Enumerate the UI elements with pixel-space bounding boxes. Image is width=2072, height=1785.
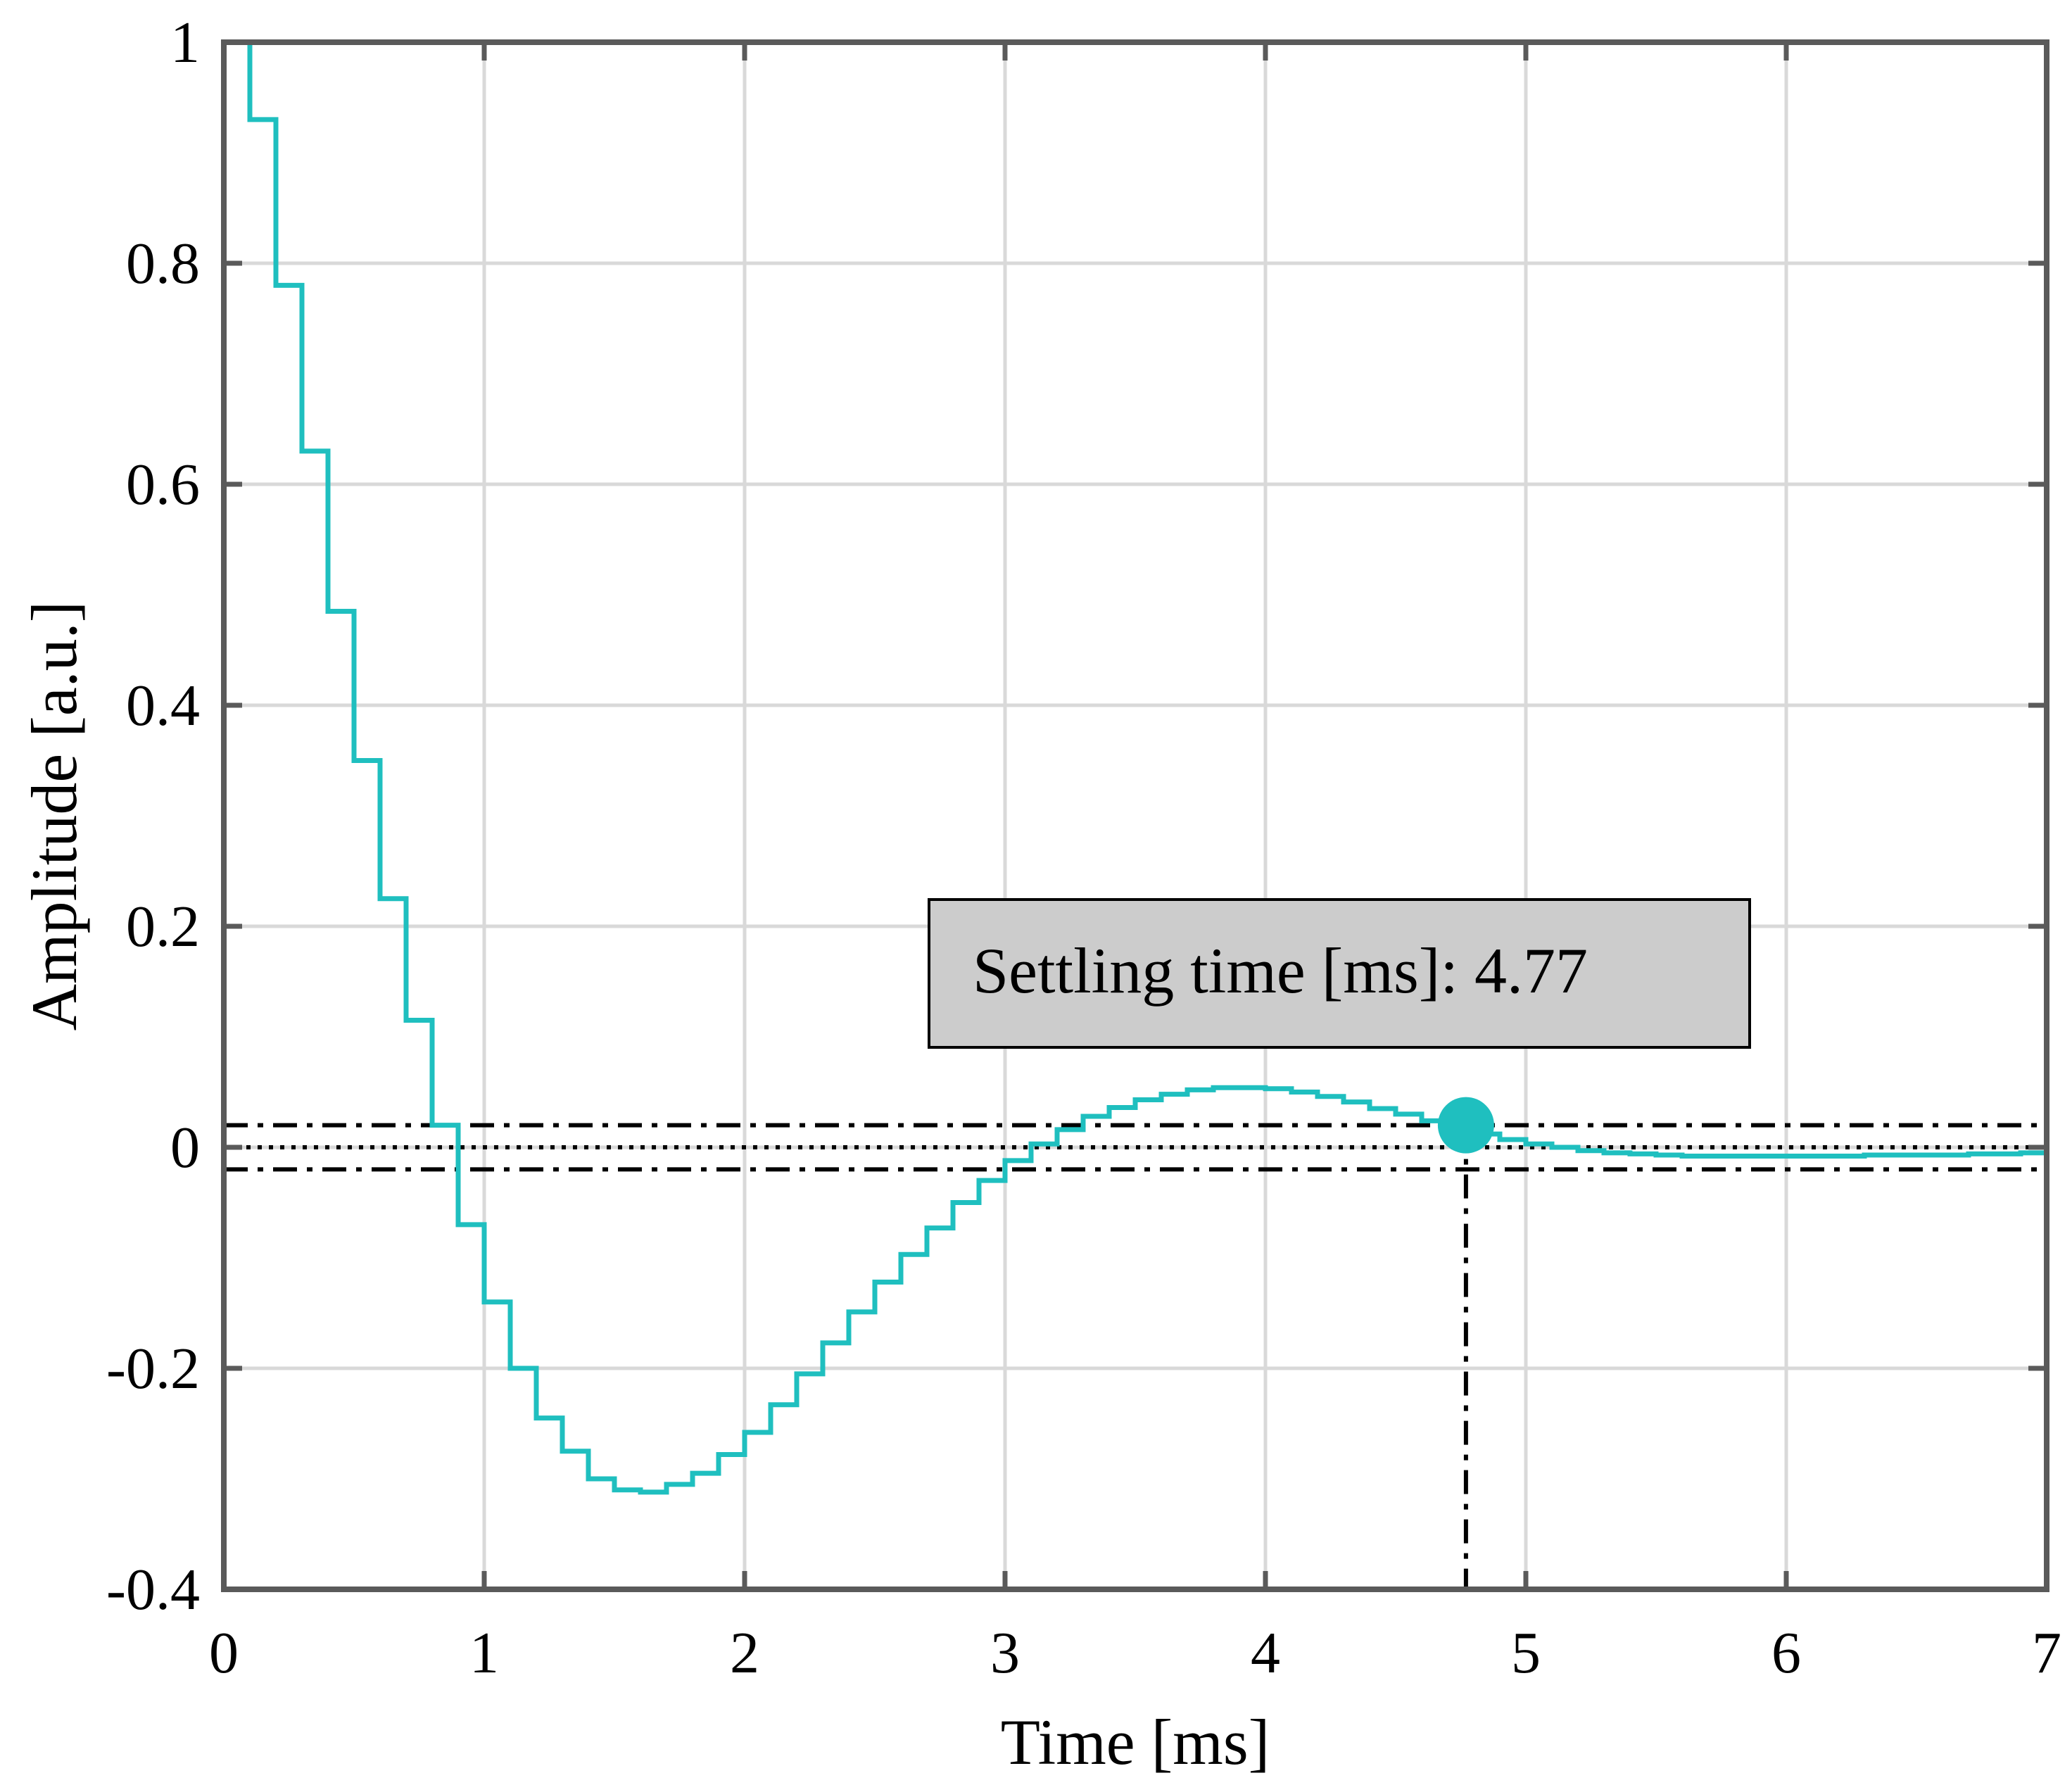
y-tick-label: 0.2 xyxy=(126,894,200,959)
annotation-text: Settling time [ms]: 4.77 xyxy=(973,935,1588,1007)
x-tick-label: 3 xyxy=(990,1620,1020,1686)
axes-frame xyxy=(221,39,2049,1592)
x-tick-label: 5 xyxy=(1511,1620,1541,1686)
grid-lines xyxy=(224,42,2047,1589)
y-tick-label: 1 xyxy=(170,10,200,75)
y-tick-label: -0.4 xyxy=(106,1557,200,1622)
x-tick-label: 0 xyxy=(209,1620,239,1686)
y-tick-label: 0.6 xyxy=(126,452,200,517)
x-tick-label: 7 xyxy=(2032,1620,2061,1686)
series-line xyxy=(224,39,2047,1495)
x-tick-label: 6 xyxy=(1771,1620,1801,1686)
x-tick-label: 2 xyxy=(730,1620,759,1686)
y-tick-label: 0 xyxy=(170,1115,200,1180)
annotation-box xyxy=(928,898,1751,1049)
y-tick-label: 0.4 xyxy=(126,673,200,738)
plot-frame xyxy=(221,39,2049,1592)
x-tick-label: 4 xyxy=(1251,1620,1280,1686)
series-layer xyxy=(224,39,2047,1495)
y-axis-label: Amplitude [a.u.] xyxy=(18,601,90,1031)
tick-labels: 0 1 2 3 4 5 6 7 -0.4 -0.2 0 0.2 0.4 0.6 0.8 1 xyxy=(106,10,2061,1686)
y-tick-label: 0.8 xyxy=(126,231,200,296)
settling-annotation: Settling time [ms]: 4.77 xyxy=(928,898,1751,1049)
settling-point xyxy=(1437,1097,1494,1154)
reference-lines xyxy=(224,1123,2047,1589)
y-tick-label: -0.2 xyxy=(106,1336,200,1401)
x-tick-label: 1 xyxy=(469,1620,499,1686)
x-axis-label: Time [ms] xyxy=(1001,1706,1270,1778)
